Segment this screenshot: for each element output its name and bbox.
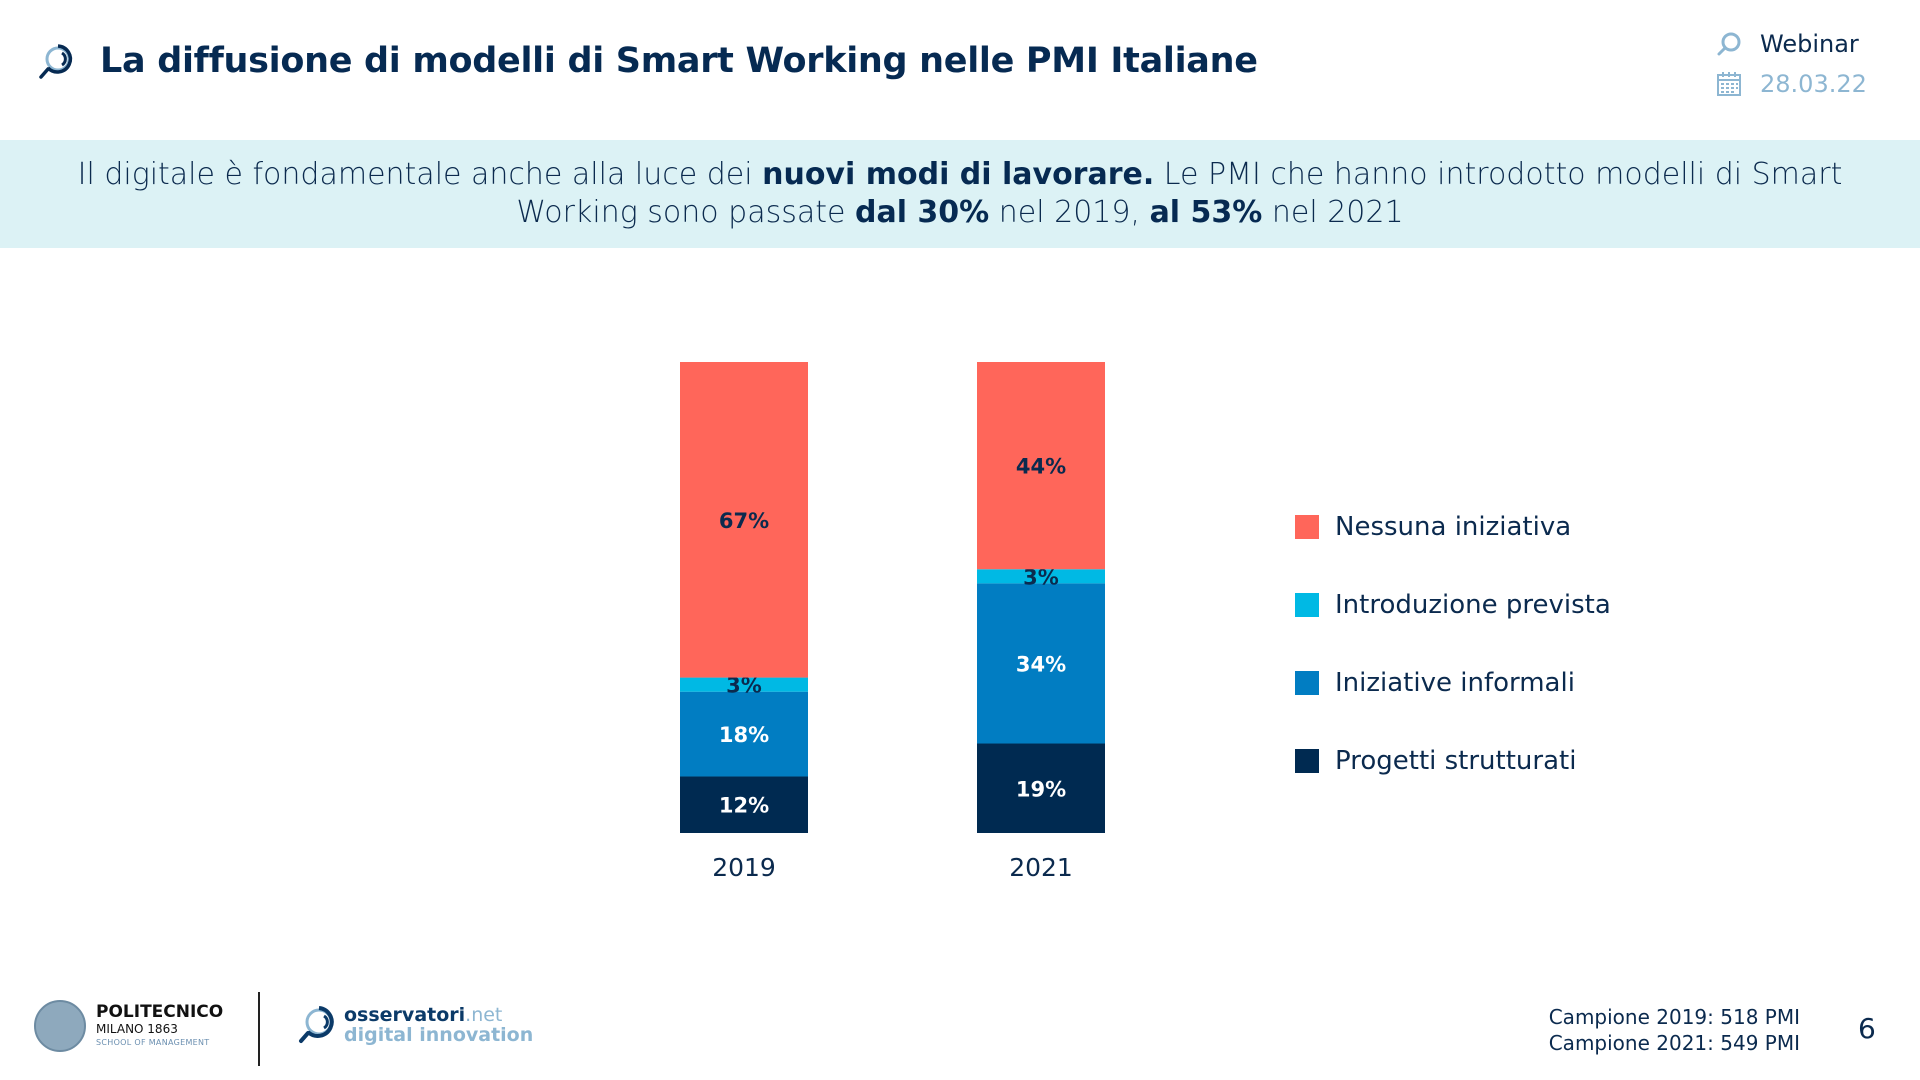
bar-value-label: 3% xyxy=(726,674,762,698)
bar-segment xyxy=(680,362,808,678)
legend-label: Progetti strutturati xyxy=(1335,746,1577,776)
bar-value-label: 67% xyxy=(719,509,769,533)
date-row: 28.03.22 xyxy=(1716,64,1867,104)
key-message-text: Il digitale è fondamentale anche alla lu… xyxy=(70,156,1850,232)
osservatori-logo: osservatori.net digital innovation xyxy=(298,1004,533,1046)
key-message-run: nel 2019, xyxy=(989,195,1150,230)
key-message-highlight: al 53% xyxy=(1149,195,1263,230)
key-message-banner: Il digitale è fondamentale anche alla lu… xyxy=(0,140,1920,248)
chart-legend: Nessuna iniziativa Introduzione prevista I… xyxy=(1295,488,1611,800)
bar-segment xyxy=(680,677,808,692)
bar-value-label: 34% xyxy=(1016,652,1066,676)
polimi-name: POLITECNICO xyxy=(96,1002,224,1022)
footer-divider xyxy=(258,992,260,1066)
osservatori-tagline: digital innovation xyxy=(344,1024,534,1046)
x-tick-label: 2019 xyxy=(712,853,776,882)
key-message-run: nel 2021 xyxy=(1262,195,1404,230)
polimi-logo: POLITECNICO MILANO 1863 SCHOOL OF MANAGE… xyxy=(34,1000,223,1052)
sample-2019: Campione 2019: 518 PMI xyxy=(1548,1005,1800,1029)
legend-label: Introduzione prevista xyxy=(1335,590,1611,620)
legend-label: Iniziative informali xyxy=(1335,668,1575,698)
legend-swatch xyxy=(1295,515,1319,539)
sample-note: Campione 2019: 518 PMI Campione 2021: 54… xyxy=(1549,1004,1800,1056)
sample-2021: Campione 2021: 549 PMI xyxy=(1548,1031,1800,1055)
event-label: Webinar xyxy=(1760,30,1859,58)
key-message-run: Le PMI che hanno introdotto modelli di S… xyxy=(516,157,1843,230)
bar-value-label: 12% xyxy=(719,794,769,818)
legend-label: Nessuna iniziativa xyxy=(1335,512,1572,542)
osservatori-brand: osservatori.net xyxy=(344,1005,533,1025)
legend-item: Nessuna iniziativa xyxy=(1295,488,1611,566)
magnifier-logo-icon xyxy=(36,42,76,82)
bar-value-label: 19% xyxy=(1016,777,1066,801)
page-title: La diffusione di modelli di Smart Workin… xyxy=(100,41,1258,81)
bar-segment xyxy=(680,776,808,833)
key-message-run: Il digitale è fondamentale anche alla lu… xyxy=(77,157,763,192)
event-meta: Webinar 28.03.22 xyxy=(1716,24,1867,104)
legend-swatch xyxy=(1295,749,1319,773)
event-date: 28.03.22 xyxy=(1760,70,1867,98)
bar-value-label: 18% xyxy=(719,723,769,747)
brand-tld: .net xyxy=(465,1004,503,1026)
key-message-highlight: dal 30% xyxy=(854,195,990,230)
bar-segment xyxy=(977,569,1105,584)
polimi-seal-icon xyxy=(34,1000,86,1052)
legend-swatch xyxy=(1295,593,1319,617)
legend-item: Iniziative informali xyxy=(1295,644,1611,722)
brand-name: osservatori xyxy=(344,1004,466,1026)
event-row: Webinar xyxy=(1716,24,1867,64)
magnifier-logo-icon xyxy=(299,1006,334,1043)
bar-segment xyxy=(680,691,808,777)
legend-item: Introduzione prevista xyxy=(1295,566,1611,644)
bar-value-label: 3% xyxy=(1023,565,1059,589)
key-message-highlight: nuovi modi di lavorare. xyxy=(762,157,1155,192)
page-number: 6 xyxy=(1858,1012,1876,1045)
polimi-school: SCHOOL OF MANAGEMENT xyxy=(96,1038,210,1047)
bar-segment xyxy=(977,743,1105,833)
bar-value-label: 44% xyxy=(1016,455,1066,479)
legend-swatch xyxy=(1295,671,1319,695)
bar-segment xyxy=(977,583,1105,744)
x-tick-label: 2021 xyxy=(1009,853,1073,882)
calendar-icon xyxy=(1717,72,1741,96)
legend-item: Progetti strutturati xyxy=(1295,722,1611,800)
magnifier-logo-icon xyxy=(1717,32,1741,56)
bar-segment xyxy=(977,362,1105,570)
polimi-city: MILANO 1863 xyxy=(96,1022,178,1036)
